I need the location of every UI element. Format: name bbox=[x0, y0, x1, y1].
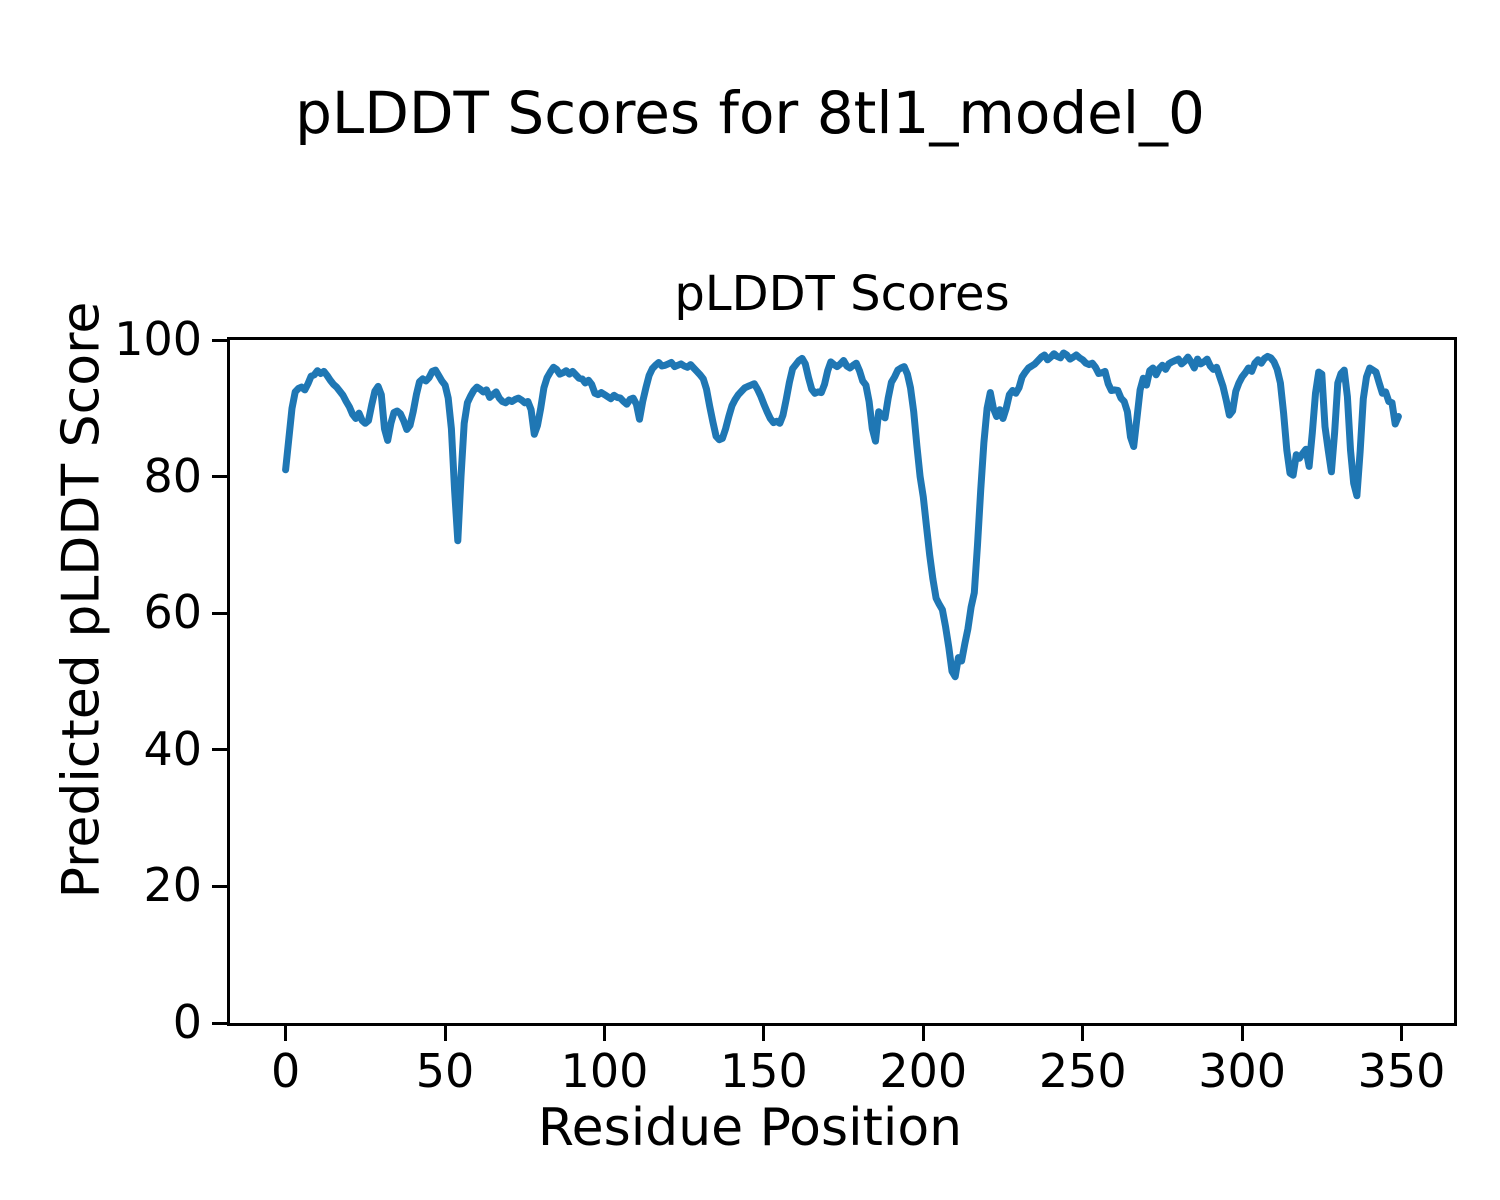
x-tick-mark bbox=[1240, 1026, 1244, 1041]
y-tick-mark bbox=[212, 748, 227, 752]
x-tick-label: 200 bbox=[879, 1044, 968, 1098]
x-tick-mark bbox=[1081, 1026, 1085, 1041]
x-axis-label: Residue Position bbox=[537, 1098, 963, 1158]
x-tick-label: 50 bbox=[415, 1044, 475, 1098]
figure-title: pLDDT Scores for 8tl1_model_0 bbox=[295, 79, 1205, 147]
x-tick-label: 100 bbox=[560, 1044, 649, 1098]
plddt-line-series bbox=[282, 349, 1402, 681]
y-tick-mark bbox=[212, 338, 227, 342]
y-tick-label: 20 bbox=[143, 858, 202, 913]
x-tick-label: 250 bbox=[1038, 1044, 1127, 1098]
x-tick-mark bbox=[602, 1026, 606, 1041]
y-tick-label: 0 bbox=[172, 995, 202, 1049]
x-tick-label: 0 bbox=[270, 1044, 301, 1098]
y-tick-mark bbox=[212, 884, 227, 888]
plot-svg bbox=[282, 349, 1402, 681]
x-tick-mark bbox=[1400, 1026, 1404, 1041]
x-tick-mark bbox=[762, 1026, 766, 1041]
x-tick-label: 350 bbox=[1357, 1044, 1446, 1098]
x-tick-mark bbox=[443, 1026, 447, 1041]
x-tick-label: 150 bbox=[719, 1044, 808, 1098]
y-tick-label: 80 bbox=[143, 448, 202, 503]
y-tick-label: 40 bbox=[143, 721, 202, 776]
y-axis-label: Predicted pLDDT Score bbox=[51, 301, 112, 899]
x-tick-mark bbox=[284, 1026, 288, 1041]
x-tick-mark bbox=[921, 1026, 925, 1041]
y-tick-label: 100 bbox=[114, 312, 202, 366]
plot-area bbox=[227, 337, 1457, 1026]
y-tick-mark bbox=[212, 475, 227, 479]
y-tick-mark bbox=[212, 611, 227, 615]
x-tick-label: 300 bbox=[1198, 1044, 1287, 1098]
y-tick-label: 60 bbox=[143, 585, 202, 640]
y-tick-mark bbox=[212, 1021, 227, 1025]
axes-title: pLDDT Scores bbox=[674, 266, 1010, 322]
